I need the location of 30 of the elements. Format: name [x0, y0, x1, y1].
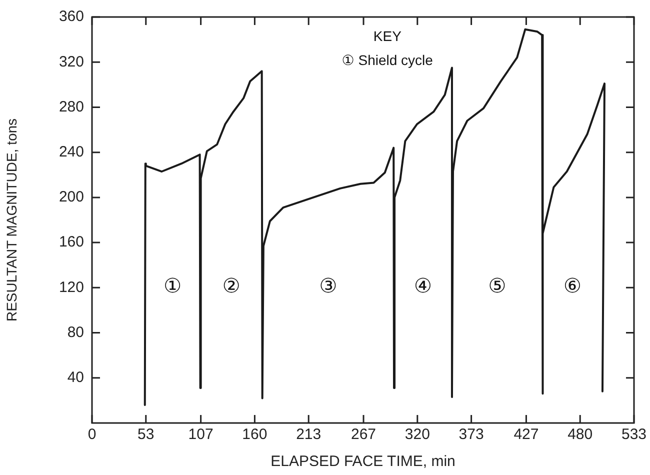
x-tick-label: 373 [458, 426, 484, 444]
x-tick-label: 533 [621, 426, 647, 444]
y-tick-label: 200 [58, 188, 84, 206]
annotation: KEY [373, 28, 402, 44]
x-tick-label: 160 [242, 426, 268, 444]
annotation: ⑤ [488, 276, 506, 298]
y-tick-label: 40 [67, 369, 84, 386]
x-tick-label: 320 [404, 426, 430, 444]
annotation: ① [164, 276, 182, 298]
annotation: ⑥ [564, 276, 582, 298]
annotation: ③ [319, 276, 338, 298]
y-tick-label: 240 [58, 143, 84, 160]
y-tick-label: 320 [58, 53, 84, 70]
x-tick-label: 267 [350, 426, 376, 444]
y-tick-label: 80 [67, 324, 84, 341]
annotation: ② [222, 276, 240, 298]
x-tick-label: 480 [568, 426, 593, 444]
y-tick-label: 160 [58, 234, 84, 251]
y-tick-label: 280 [58, 98, 84, 116]
y-axis-title: RESULTANT MAGNITUDE, tons [3, 118, 20, 322]
y-tick-label: 120 [58, 278, 84, 296]
x-tick-label: 213 [296, 426, 322, 444]
x-axis-title: ELAPSED FACE TIME, min [270, 453, 456, 470]
annotation: ① Shield cycle [342, 52, 434, 68]
x-tick-label: 107 [188, 426, 214, 444]
x-tick-label: 53 [138, 426, 154, 444]
x-tick-label: 427 [514, 426, 539, 444]
annotation: ④ [414, 276, 432, 298]
y-tick-label: 360 [58, 8, 84, 26]
x-tick-label: 0 [88, 426, 96, 444]
